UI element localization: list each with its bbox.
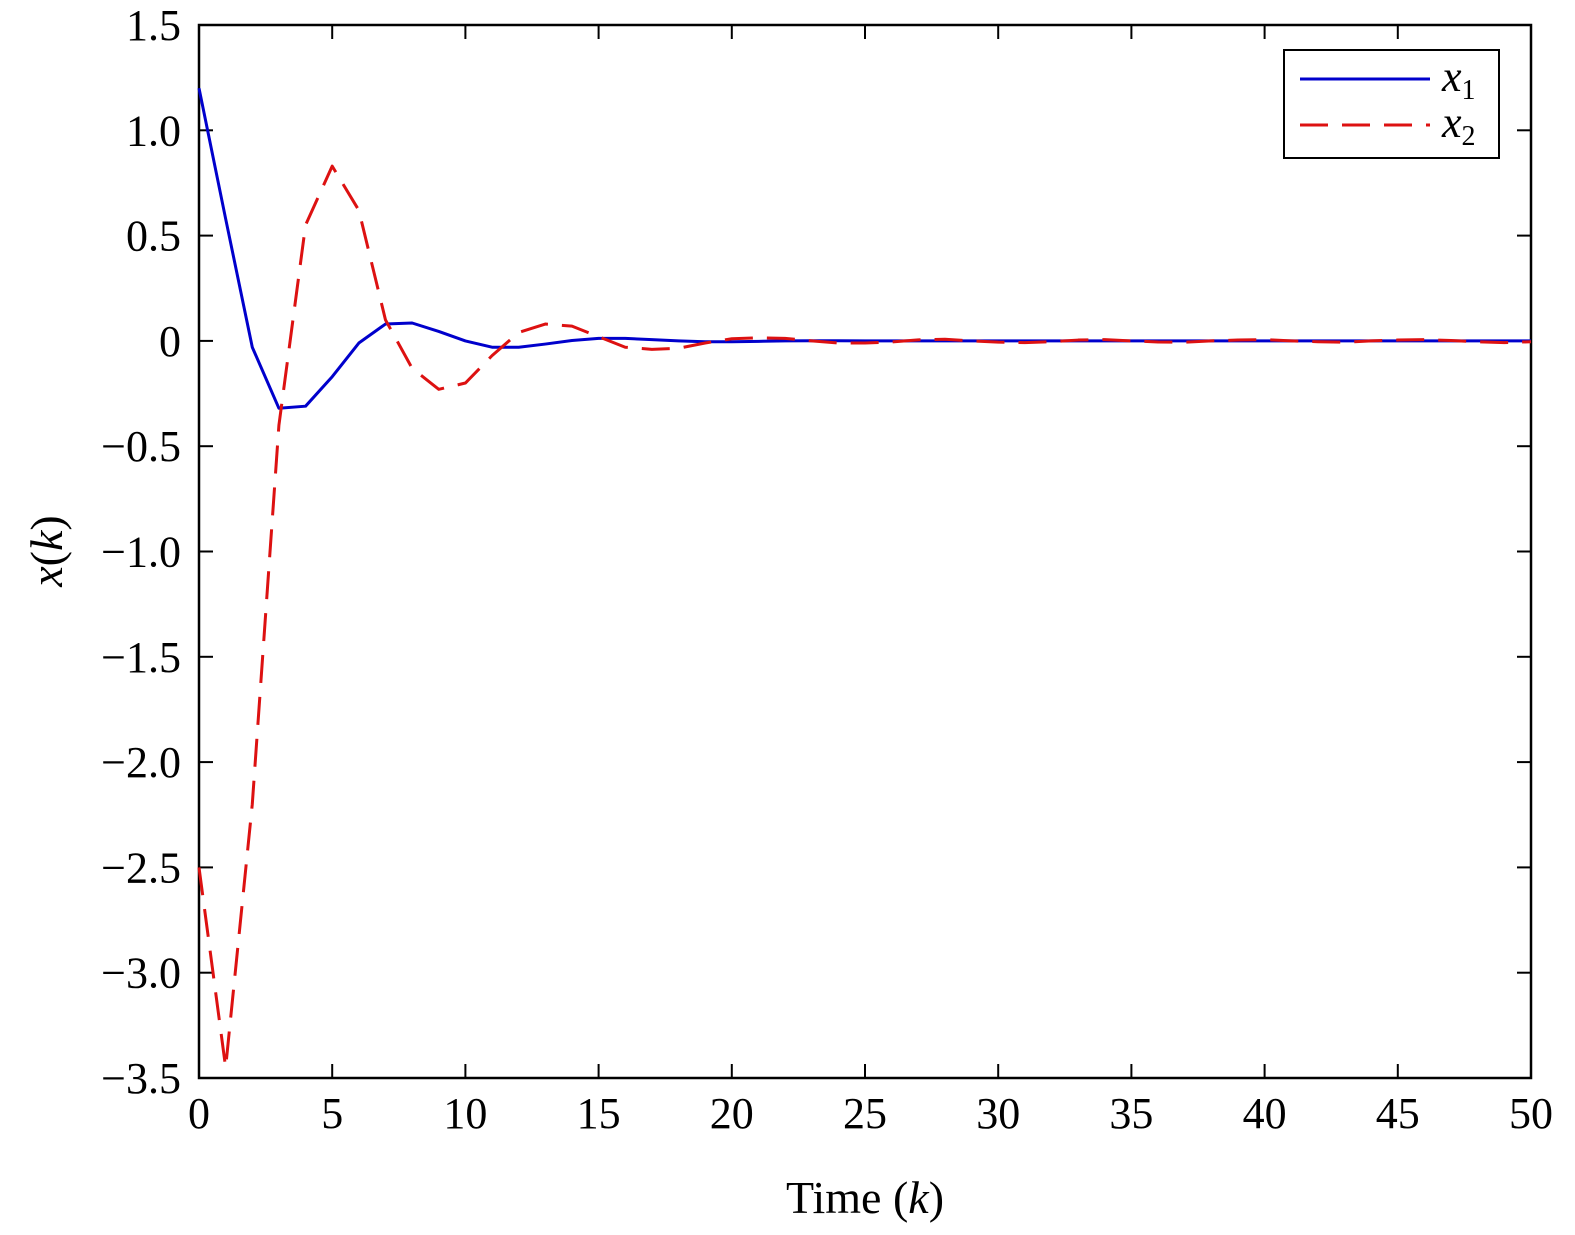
y-axis-label: x(k) [21,515,72,588]
y-tick-label: 0 [159,317,181,366]
legend-box [1283,49,1500,159]
legend-label-x2: x2 [1441,98,1476,152]
y-tick-label: 1.0 [126,106,181,155]
legend-label-x1: x1 [1441,52,1476,106]
y-axis-label-open: ( [21,551,72,566]
x-tick-label: 15 [577,1089,621,1138]
x-tick-label: 5 [321,1089,343,1138]
x-tick-label: 20 [710,1089,754,1138]
y-tick-label: −1.5 [101,633,181,682]
y-axis-label-var: x [21,566,72,588]
y-tick-label: −2.0 [101,738,181,787]
x-tick-label: 10 [443,1089,487,1138]
series-lines [197,87,1532,1069]
legend-label-x1-sub: 1 [1462,75,1476,106]
y-tick-label: 0.5 [126,212,181,261]
legend-label-x2-sub: 2 [1462,121,1476,152]
series-line-x1 [197,87,1531,410]
y-tick-labels: 1.5 1.0 0.5 0 −0.5 −1.0 −1.5 −2.0 −2.5 −3.0 −3.5 [101,1,181,1103]
x-tick-label: 50 [1509,1089,1553,1138]
x-tick-label: 35 [1109,1089,1153,1138]
y-tick-label: −3.0 [101,949,181,998]
x-tick-label: 0 [188,1089,210,1138]
y-tick-label: −3.5 [101,1054,181,1103]
x-axis-label: Time (k) [786,1172,944,1223]
x-tick-label: 45 [1376,1089,1420,1138]
plot-frame [197,23,1533,1080]
x-tick-labels: 0 5 10 15 20 25 30 35 40 45 50 [188,1089,1553,1138]
legend-label-x1-base: x [1441,52,1462,101]
y-axis-label-arg: k [21,529,72,551]
axis-ticks [198,24,1532,1079]
x-axis-label-prefix: Time ( [786,1172,908,1223]
x-tick-label: 25 [843,1089,887,1138]
x-axis-label-suffix: ) [929,1172,944,1223]
legend-label-x2-base: x [1441,98,1462,147]
x-tick-label: 30 [976,1089,1020,1138]
x-tick-label: 40 [1243,1089,1287,1138]
series-line-x2 [197,164,1532,1069]
y-tick-label: −0.5 [101,422,181,471]
legend: x1 x2 [1283,49,1500,159]
y-axis-label-close: ) [21,515,72,530]
x-axis-label-var: k [908,1172,930,1223]
y-tick-label: −2.5 [101,843,181,892]
y-tick-label: −1.0 [101,528,181,577]
y-tick-label: 1.5 [126,1,181,50]
